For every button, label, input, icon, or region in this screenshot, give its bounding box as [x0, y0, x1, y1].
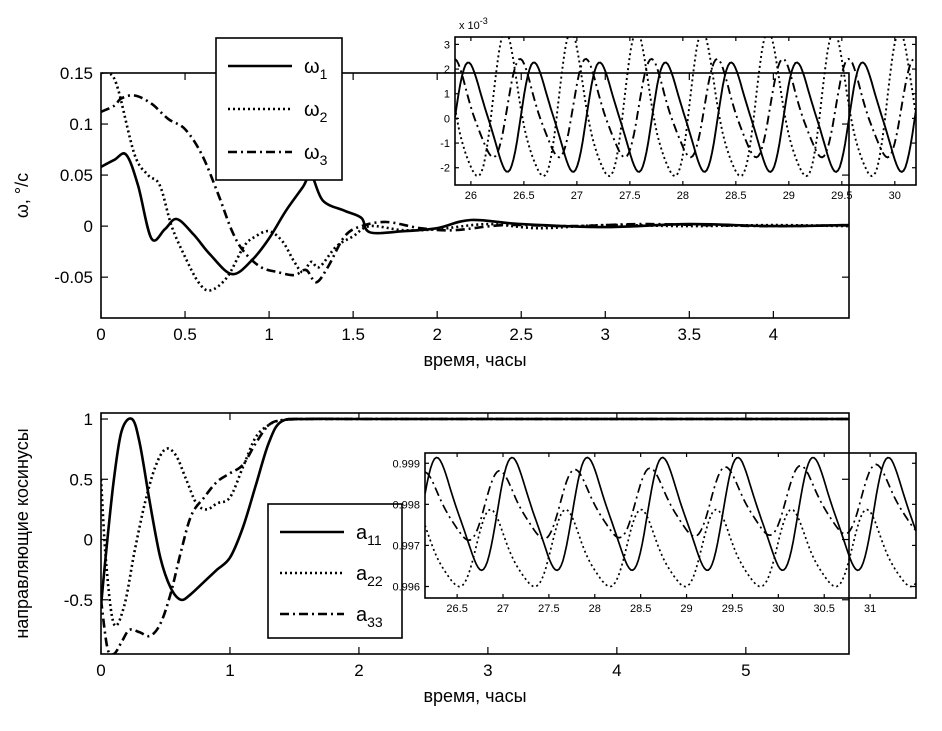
- legend-label: ω1: [304, 56, 328, 82]
- y-tick-label: 0: [84, 217, 93, 236]
- y-tick-label: 2: [444, 64, 450, 76]
- omega-panel: 0 0.5 1 1.5 2 2.5 3 3.5 4 0.15 0.1 0.05 0 -0.05 время,…: [12, 37, 850, 370]
- x-tick-label: 29.5: [722, 603, 743, 615]
- y-tick-label: -0.5: [64, 591, 93, 610]
- y-tick-label: 0.5: [69, 470, 93, 489]
- x-tick-label: 2: [432, 325, 441, 344]
- legend-label-base: ω: [304, 142, 320, 164]
- x-tick-label: 30: [772, 603, 784, 615]
- inset-series-line-solid: [455, 61, 916, 173]
- exponent-base: x 10: [459, 20, 480, 32]
- y-tick-label: 0.998: [392, 499, 420, 511]
- cosines-panel: 0 1 2 3 4 5 1 0.5 0 -0.5 время, часы направляющие к…: [12, 410, 850, 706]
- legend-label-base: ω: [304, 56, 320, 78]
- omega-zoom-inset: 26 26.5 27 27.5 28 28.5 29 29.5 30 3 2 1 0 -1 -2 x 10-3: [440, 16, 917, 202]
- x-tick-label: 26.5: [513, 190, 534, 202]
- y-axis-label: ω, °/c: [12, 173, 32, 218]
- y-tick-label: 0.996: [392, 581, 420, 593]
- y-tick-label: -0.05: [54, 268, 93, 287]
- x-tick-label: 5: [741, 661, 750, 680]
- legend-label: a33: [356, 604, 383, 630]
- cosines-legend: [267, 503, 403, 639]
- y-tick-label: 0: [444, 113, 450, 125]
- x-tick-label: 28.5: [630, 603, 651, 615]
- y-tick-label: 0.1: [69, 115, 93, 134]
- x-tick-label: 30: [889, 190, 901, 202]
- x-tick-label: 2: [354, 661, 363, 680]
- x-tick-label: 4: [612, 661, 621, 680]
- inset-exponent-label: x 10-3: [459, 16, 488, 32]
- inset-series-line-dashdot: [425, 463, 916, 542]
- legend-label-subscript: 22: [367, 573, 383, 589]
- legend-label-base: ω: [304, 99, 320, 121]
- series-line-a11: [101, 417, 849, 606]
- exponent-power: -3: [480, 16, 488, 26]
- x-tick-label: 28.5: [725, 190, 746, 202]
- legend-label-subscript: 11: [367, 532, 382, 548]
- legend-label-subscript: 2: [320, 109, 328, 125]
- x-tick-label: 28: [677, 190, 689, 202]
- x-tick-label: 27: [571, 190, 583, 202]
- series-line-a22: [101, 417, 849, 628]
- x-tick-label: 4: [769, 325, 778, 344]
- x-tick-label: 29: [680, 603, 692, 615]
- x-tick-label: 31: [864, 603, 876, 615]
- x-tick-label: 0.5: [173, 325, 197, 344]
- y-tick-label: -2: [440, 163, 450, 175]
- cosines-zoom-inset: 26.5 27 27.5 28 28.5 29 29.5 30 30.5 31 0.999 0.998…: [392, 452, 917, 615]
- y-tick-label: 1: [444, 89, 450, 101]
- x-tick-label: 0: [96, 325, 105, 344]
- x-tick-label: 29.5: [831, 190, 852, 202]
- inset-series-line-dashdot: [455, 57, 916, 159]
- inset-series-line-solid: [425, 456, 916, 572]
- x-tick-label: 1.5: [341, 325, 365, 344]
- legend-label-base: a: [356, 604, 368, 626]
- x-tick-label: 3: [483, 661, 492, 680]
- y-tick-label: 0.999: [392, 458, 420, 470]
- y-tick-label: 0.15: [60, 64, 93, 83]
- x-tick-label: 26.5: [446, 603, 467, 615]
- legend-label: a11: [356, 522, 382, 548]
- x-tick-label: 27.5: [619, 190, 640, 202]
- y-tick-label: 0.997: [392, 540, 420, 552]
- legend-label-base: a: [356, 563, 368, 585]
- y-tick-label: 0: [84, 531, 93, 550]
- x-tick-label: 3.5: [677, 325, 701, 344]
- x-tick-label: 26: [465, 190, 477, 202]
- x-tick-label: 28: [589, 603, 601, 615]
- legend-label: a22: [356, 563, 383, 589]
- y-axis-label: направляющие косинусы: [12, 428, 32, 638]
- x-tick-label: 30.5: [814, 603, 835, 615]
- series-line-ω3: [101, 94, 849, 284]
- x-axis-label: время, часы: [423, 686, 526, 706]
- legend-label: ω3: [304, 142, 328, 168]
- x-axis-label: время, часы: [423, 350, 526, 370]
- x-tick-label: 29: [783, 190, 795, 202]
- legend-label: ω2: [304, 99, 328, 125]
- x-tick-label: 1: [264, 325, 273, 344]
- series-line-a33: [101, 417, 849, 654]
- legend-label-subscript: 33: [367, 614, 383, 630]
- x-tick-label: 2.5: [509, 325, 533, 344]
- legend-label-subscript: 3: [320, 152, 328, 168]
- y-tick-label: 0.05: [60, 166, 93, 185]
- x-tick-label: 3: [601, 325, 610, 344]
- x-tick-label: 1: [225, 661, 234, 680]
- inset-series-line-dotted: [425, 508, 916, 588]
- legend-label-base: a: [356, 522, 368, 544]
- y-tick-label: -1: [440, 138, 450, 150]
- x-tick-label: 27: [497, 603, 509, 615]
- x-tick-label: 0: [96, 661, 105, 680]
- x-tick-label: 27.5: [538, 603, 559, 615]
- y-tick-label: 1: [84, 410, 93, 429]
- y-tick-label: 3: [444, 39, 450, 51]
- plot-area: [100, 412, 850, 655]
- legend-label-subscript: 1: [320, 66, 328, 82]
